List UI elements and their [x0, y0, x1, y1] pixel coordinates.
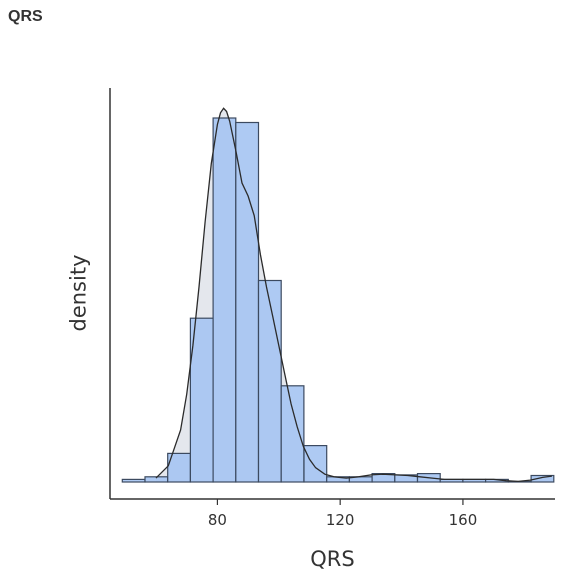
- histogram-bar-8: [303, 445, 328, 483]
- histogram-bar-7: [280, 385, 305, 483]
- y-axis-title: density: [66, 255, 90, 332]
- page-title: QRS: [8, 8, 43, 25]
- histogram-bar-5: [235, 121, 260, 483]
- histogram-bar-18: [530, 474, 555, 483]
- x-tick-label-2: 160: [449, 511, 478, 529]
- histogram-bar-6: [257, 279, 282, 483]
- histogram-bar-0: [121, 478, 146, 483]
- histogram-bar-4: [212, 117, 237, 483]
- axes-layer: 80 120 160: [109, 88, 555, 529]
- x-axis-title: QRS: [310, 547, 354, 571]
- x-tick-label-0: 80: [208, 511, 227, 529]
- x-tick-label-1: 120: [326, 511, 355, 529]
- density-curve-layer: [155, 107, 552, 483]
- density-curve: [155, 107, 552, 483]
